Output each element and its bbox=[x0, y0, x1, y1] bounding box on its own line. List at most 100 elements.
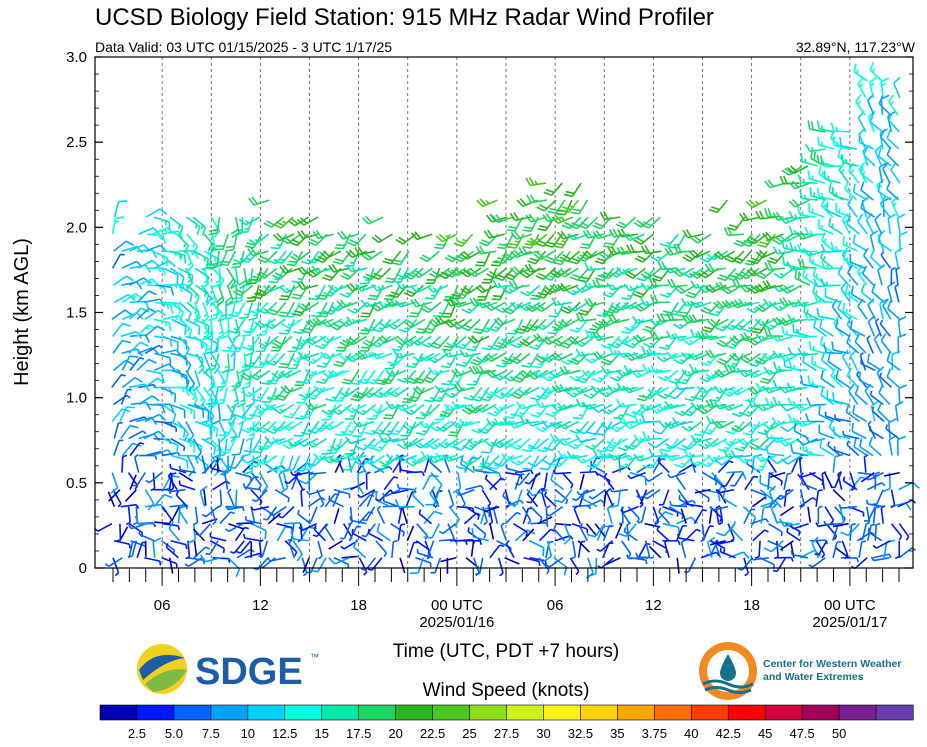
wind-barb bbox=[603, 490, 607, 507]
barb-flag bbox=[642, 431, 647, 440]
wind-barb bbox=[351, 528, 367, 542]
barb-staff bbox=[209, 336, 214, 353]
barb-flag bbox=[545, 188, 555, 194]
wind-barb bbox=[178, 352, 192, 373]
barb-flag bbox=[261, 382, 270, 386]
barb-half-flag bbox=[604, 453, 609, 459]
barb-staff bbox=[343, 523, 352, 539]
barb-half-flag bbox=[400, 523, 406, 526]
barb-flag bbox=[215, 296, 224, 304]
barb-flag bbox=[127, 294, 136, 301]
barb-staff bbox=[128, 430, 144, 440]
wind-barb bbox=[573, 505, 581, 525]
barb-flag bbox=[225, 248, 234, 252]
barb-flag bbox=[161, 267, 167, 277]
barb-half-flag bbox=[520, 474, 523, 480]
barb-staff bbox=[463, 512, 477, 525]
barb-staff bbox=[603, 490, 607, 507]
barb-half-flag bbox=[235, 330, 240, 335]
barb-half-flag bbox=[298, 344, 304, 348]
wind-barb bbox=[227, 557, 241, 578]
wind-barb bbox=[242, 268, 254, 287]
barb-flag bbox=[240, 428, 249, 434]
barb-half-flag bbox=[255, 374, 261, 379]
barb-flag bbox=[364, 252, 373, 259]
barb-half-flag bbox=[195, 533, 201, 537]
barb-staff bbox=[169, 488, 186, 493]
barb-flag bbox=[417, 327, 427, 331]
wind-barb bbox=[549, 433, 571, 442]
wind-barb bbox=[440, 557, 457, 563]
barb-half-flag bbox=[284, 480, 289, 485]
barb-half-flag bbox=[391, 371, 396, 376]
barb-half-flag bbox=[479, 540, 483, 546]
barb-flag bbox=[231, 402, 239, 409]
barb-half-flag bbox=[427, 342, 432, 346]
barb-staff bbox=[227, 505, 244, 511]
wind-barb bbox=[322, 420, 345, 431]
barb-flag bbox=[360, 329, 370, 332]
barb-flag bbox=[589, 328, 599, 331]
barb-flag bbox=[266, 381, 276, 385]
barb-staff bbox=[637, 543, 647, 559]
barb-half-flag bbox=[205, 546, 210, 550]
wind-barb bbox=[272, 420, 294, 432]
barb-half-flag bbox=[424, 422, 429, 427]
barb-staff bbox=[210, 536, 227, 542]
barb-flag bbox=[544, 258, 553, 264]
barb-half-flag bbox=[363, 571, 368, 576]
barb-half-flag bbox=[219, 398, 225, 401]
barb-half-flag bbox=[319, 387, 324, 392]
barb-staff bbox=[234, 455, 246, 469]
barb-half-flag bbox=[329, 291, 334, 295]
barb-flag bbox=[134, 515, 140, 525]
wind-barb bbox=[153, 318, 172, 332]
barb-flag bbox=[578, 279, 588, 283]
barb-flag bbox=[201, 227, 207, 236]
barb-flag bbox=[281, 424, 290, 431]
barb-staff bbox=[586, 557, 594, 574]
barb-flag bbox=[544, 244, 553, 248]
wind-barb bbox=[155, 301, 174, 314]
wind-barb bbox=[127, 472, 139, 490]
barb-flag bbox=[576, 378, 585, 384]
barb-staff bbox=[603, 476, 615, 491]
wind-barb bbox=[317, 301, 335, 318]
wind-barb bbox=[576, 369, 596, 384]
barb-flag bbox=[240, 368, 250, 372]
wind-barb bbox=[559, 365, 581, 375]
barb-staff bbox=[375, 540, 387, 554]
barb-flag bbox=[375, 466, 385, 471]
barb-flag bbox=[320, 335, 328, 343]
barb-staff bbox=[267, 512, 282, 525]
barb-staff bbox=[113, 240, 127, 252]
barb-staff bbox=[430, 472, 443, 486]
barb-half-flag bbox=[571, 555, 576, 560]
barb-staff bbox=[171, 318, 187, 328]
wind-barb bbox=[447, 489, 455, 509]
barb-half-flag bbox=[218, 330, 224, 335]
barb-staff bbox=[233, 353, 236, 370]
barb-flag bbox=[270, 246, 280, 250]
wind-barb bbox=[112, 339, 131, 354]
barb-half-flag bbox=[241, 365, 247, 369]
barb-half-flag bbox=[538, 561, 541, 566]
barb-flag bbox=[329, 324, 338, 331]
barb-flag bbox=[232, 290, 241, 297]
barb-half-flag bbox=[347, 521, 353, 526]
wind-barb bbox=[408, 541, 419, 559]
wind-barb bbox=[193, 540, 198, 557]
wind-barb bbox=[230, 268, 239, 289]
barb-flag bbox=[599, 391, 608, 398]
barb-flag bbox=[543, 191, 553, 196]
barb-flag bbox=[240, 374, 249, 381]
wind-barb bbox=[297, 351, 320, 360]
wind-barb bbox=[306, 386, 326, 400]
wind-barb bbox=[524, 472, 541, 485]
wind-barb bbox=[201, 506, 219, 518]
wind-barb bbox=[219, 250, 237, 267]
barb-flag bbox=[366, 380, 375, 385]
barb-flag bbox=[377, 300, 385, 309]
barb-half-flag bbox=[209, 532, 212, 538]
barb-half-flag bbox=[318, 555, 323, 560]
